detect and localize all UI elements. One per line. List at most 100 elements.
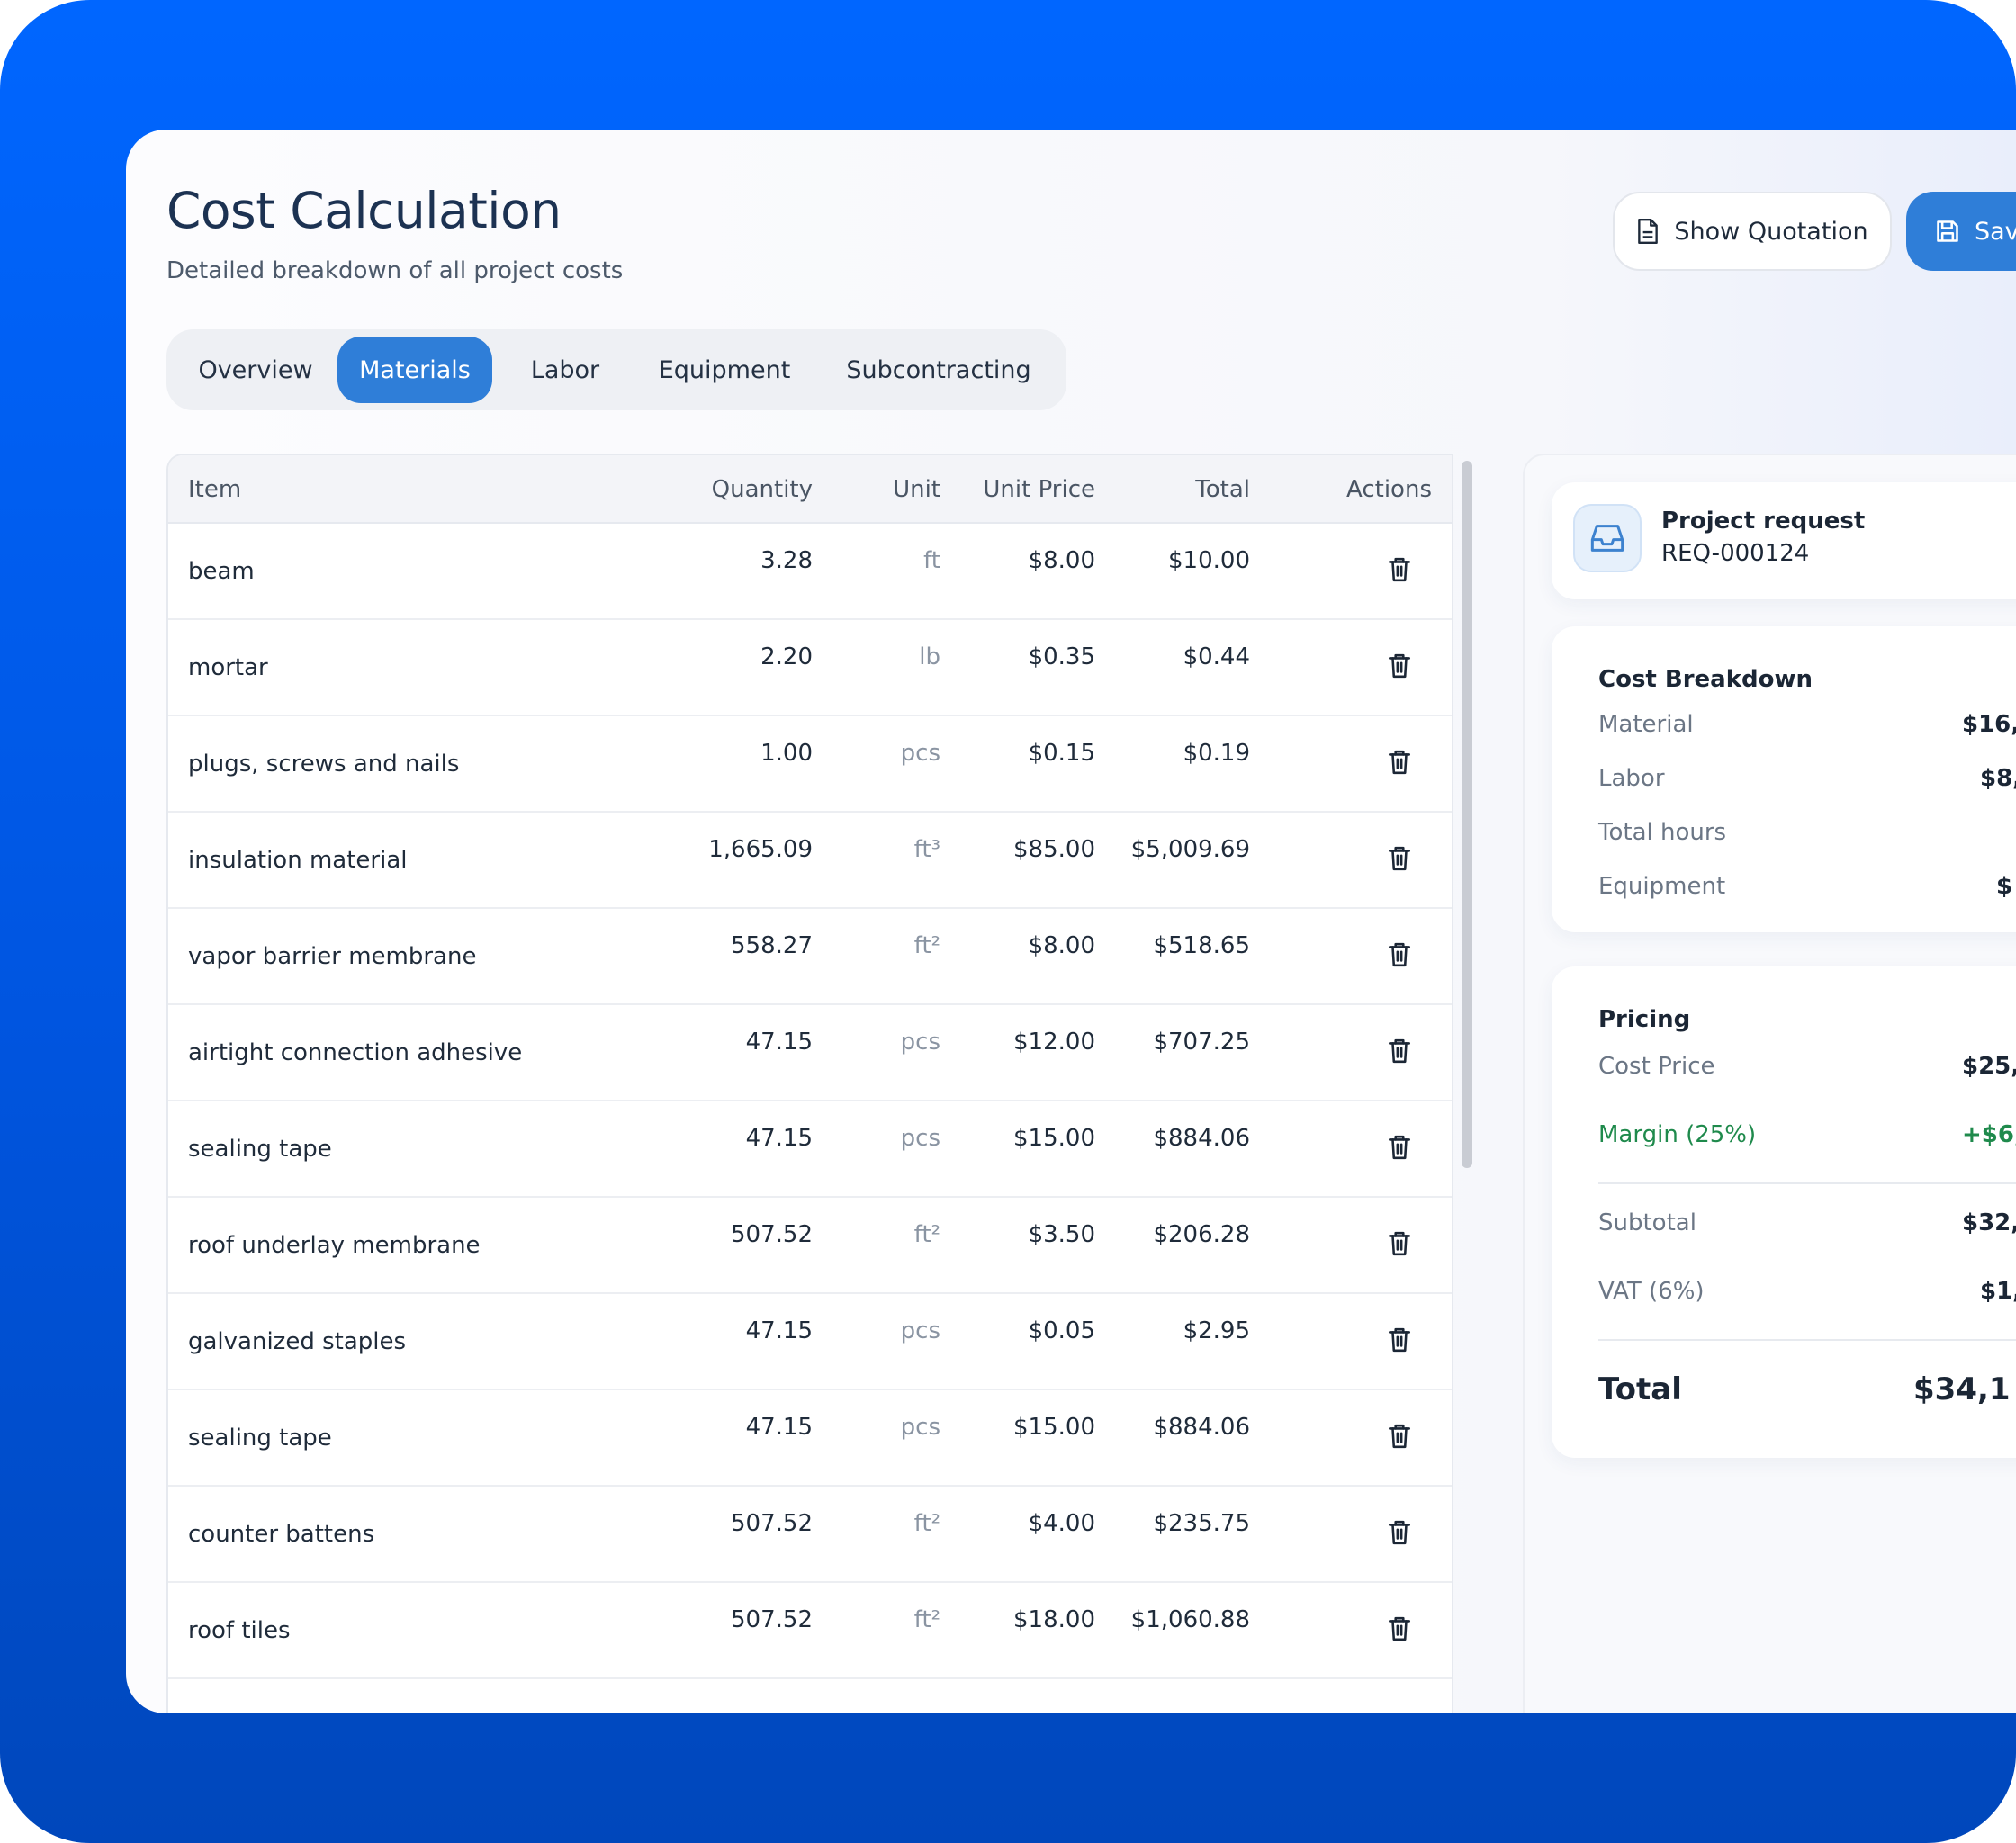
- table-row[interactable]: plugs, screws and nails 1.00 pcs $0.15 $0.19: [168, 716, 1452, 813]
- trash-icon[interactable]: [1388, 1230, 1411, 1263]
- total-cell: $884.06: [1153, 1414, 1250, 1441]
- total-cell: $1,060.88: [1130, 1606, 1250, 1633]
- column-header-quantity[interactable]: Quantity: [711, 476, 813, 503]
- trash-icon[interactable]: [1388, 845, 1411, 878]
- unit-price-cell: $15.00: [1013, 1125, 1095, 1152]
- item-cell: mortar: [188, 654, 268, 681]
- column-header-unit-price[interactable]: Unit Price: [983, 476, 1095, 503]
- trash-icon[interactable]: [1388, 1519, 1411, 1552]
- quantity-cell: 1.00: [760, 740, 813, 767]
- tab-labor[interactable]: Labor: [530, 355, 600, 384]
- table-row[interactable]: mortar 2.20 lb $0.35 $0.44: [168, 620, 1452, 716]
- unit-cell: pcs: [900, 1125, 940, 1152]
- project-request-card[interactable]: Project request REQ-000124: [1552, 482, 2016, 599]
- unit-cell: ft²: [914, 1606, 940, 1633]
- item-cell: roof underlay membrane: [188, 1232, 481, 1259]
- tab-bar: Overview Materials Labor Equipment Subco…: [166, 329, 1066, 410]
- trash-icon[interactable]: [1388, 1134, 1411, 1167]
- tab-equipment[interactable]: Equipment: [658, 355, 791, 384]
- summary-panel: Project request REQ-000124 Cost Breakdow…: [1523, 454, 2016, 1713]
- material-label: Material: [1598, 711, 1694, 738]
- table-row[interactable]: roof tiles 507.52 ft² $18.00 $1,060.88: [168, 1583, 1452, 1679]
- trash-icon[interactable]: [1388, 1615, 1411, 1649]
- app-window: Cost Calculation Detailed breakdown of a…: [126, 130, 2016, 1713]
- quantity-cell: 2.20: [760, 643, 813, 670]
- table-row[interactable]: beam 3.28 ft $8.00 $10.00: [168, 524, 1452, 620]
- table-row[interactable]: counter battens 507.52 ft² $4.00 $235.75: [168, 1487, 1452, 1583]
- show-quotation-label: Show Quotation: [1674, 217, 1868, 246]
- equipment-label: Equipment: [1598, 873, 1726, 900]
- unit-price-cell: $0.15: [1028, 740, 1095, 767]
- total-cell: $707.25: [1153, 1029, 1250, 1056]
- quantity-cell: 47.15: [745, 1125, 813, 1152]
- item-cell: airtight connection adhesive: [188, 1039, 523, 1066]
- item-cell: beam: [188, 558, 255, 585]
- quantity-cell: 47.15: [745, 1029, 813, 1056]
- unit-cell: ft²: [914, 1510, 940, 1537]
- cost-price-label: Cost Price: [1598, 1053, 1715, 1080]
- inbox-icon-container: [1573, 504, 1642, 572]
- table-row[interactable]: sealing tape 47.15 pcs $15.00 $884.06: [168, 1390, 1452, 1487]
- total-hours-label: Total hours: [1598, 819, 1727, 846]
- trash-icon[interactable]: [1388, 1326, 1411, 1360]
- unit-cell: lb: [919, 643, 940, 670]
- unit-price-cell: $0.35: [1028, 643, 1095, 670]
- labor-value: $8,: [1980, 765, 2016, 792]
- pricing-card: Pricing Cost Price $25, Margin (25%) +$6…: [1552, 966, 2016, 1458]
- total-cell: $518.65: [1153, 932, 1250, 959]
- item-cell: insulation material: [188, 847, 408, 874]
- quantity-cell: 507.52: [731, 1221, 813, 1248]
- material-value: $16,: [1962, 711, 2016, 738]
- table-row[interactable]: insulation material 1,665.09 ft³ $85.00 $5,0…: [168, 813, 1452, 909]
- table-row[interactable]: galvanized staples 47.15 pcs $0.05 $2.95: [168, 1294, 1452, 1390]
- total-cell: $0.44: [1183, 643, 1250, 670]
- total-cell: $0.19: [1183, 740, 1250, 767]
- total-cell: $5,009.69: [1130, 836, 1250, 863]
- unit-cell: pcs: [900, 1029, 940, 1056]
- trash-icon[interactable]: [1388, 652, 1411, 686]
- total-divider: [1598, 1339, 2016, 1341]
- unit-price-cell: $4.00: [1028, 1510, 1095, 1537]
- subtotal-value: $32,: [1962, 1209, 2016, 1236]
- column-header-unit[interactable]: Unit: [893, 476, 940, 503]
- inbox-icon: [1590, 525, 1624, 552]
- table-scrollbar[interactable]: [1462, 461, 1472, 1168]
- unit-price-cell: $18.00: [1013, 1606, 1095, 1633]
- unit-price-cell: $8.00: [1028, 547, 1095, 574]
- save-button[interactable]: Sav: [1906, 192, 2016, 271]
- tab-subcontracting[interactable]: Subcontracting: [846, 355, 1031, 384]
- show-quotation-button[interactable]: Show Quotation: [1613, 192, 1892, 271]
- table-row[interactable]: roof underlay membrane 507.52 ft² $3.50 $206…: [168, 1198, 1452, 1294]
- unit-cell: ft²: [914, 1221, 940, 1248]
- grand-total-value: $34,1: [1913, 1371, 2011, 1407]
- unit-cell: pcs: [900, 740, 940, 767]
- margin-value: +$6,: [1962, 1121, 2016, 1148]
- trash-icon[interactable]: [1388, 1423, 1411, 1456]
- page-title: Cost Calculation: [166, 182, 562, 239]
- column-header-total[interactable]: Total: [1195, 476, 1250, 503]
- trash-icon[interactable]: [1388, 1038, 1411, 1071]
- tab-overview[interactable]: Overview: [198, 355, 313, 384]
- cost-breakdown-title: Cost Breakdown: [1598, 666, 1814, 693]
- pricing-divider: [1598, 1182, 2016, 1184]
- tab-materials[interactable]: Materials: [338, 337, 492, 403]
- column-header-item[interactable]: Item: [188, 476, 242, 503]
- unit-price-cell: $0.05: [1028, 1317, 1095, 1344]
- table-row[interactable]: sealing tape 47.15 pcs $15.00 $884.06: [168, 1101, 1452, 1198]
- page-subtitle: Detailed breakdown of all project costs: [166, 257, 624, 284]
- item-cell: sealing tape: [188, 1425, 332, 1452]
- trash-icon[interactable]: [1388, 556, 1411, 589]
- trash-icon[interactable]: [1388, 749, 1411, 782]
- unit-cell: ft³: [914, 836, 940, 863]
- quantity-cell: 47.15: [745, 1414, 813, 1441]
- item-cell: galvanized staples: [188, 1328, 407, 1355]
- cost-breakdown-card: Cost Breakdown Material $16, Labor $8, T…: [1552, 626, 2016, 932]
- trash-icon[interactable]: [1388, 941, 1411, 975]
- margin-label: Margin (25%): [1598, 1121, 1757, 1148]
- total-cell: $2.95: [1183, 1317, 1250, 1344]
- labor-label: Labor: [1598, 765, 1665, 792]
- table-row[interactable]: airtight connection adhesive 47.15 pcs $12.…: [168, 1005, 1452, 1101]
- item-cell: counter battens: [188, 1521, 375, 1548]
- table-row[interactable]: vapor barrier membrane 558.27 ft² $8.00 $518…: [168, 909, 1452, 1005]
- column-header-actions: Actions: [1346, 476, 1432, 503]
